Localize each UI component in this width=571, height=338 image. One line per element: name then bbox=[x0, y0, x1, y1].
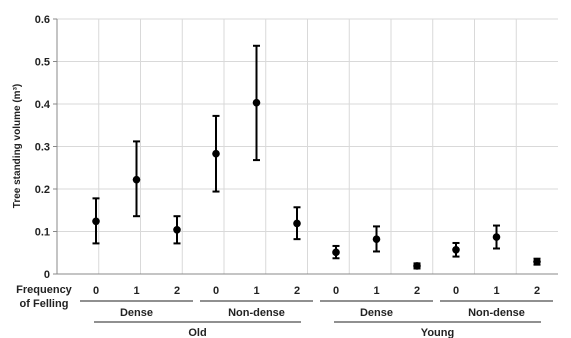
y-tick-label: 0.6 bbox=[35, 14, 50, 26]
y-tick-label: 0.4 bbox=[35, 99, 51, 111]
data-point bbox=[452, 245, 460, 254]
density-label: Dense bbox=[120, 307, 153, 319]
data-point bbox=[332, 248, 340, 257]
x-tick-label: 0 bbox=[93, 285, 99, 297]
x-tick-label: 2 bbox=[294, 285, 300, 297]
x-tick-label: 0 bbox=[333, 285, 339, 297]
data-point bbox=[212, 149, 220, 158]
data-point bbox=[492, 233, 501, 241]
y-tick-label: 0.5 bbox=[35, 57, 50, 69]
y-tick-label: 0 bbox=[44, 269, 50, 281]
x-tick-label: 1 bbox=[253, 285, 259, 297]
data-point bbox=[372, 235, 381, 243]
y-axis-label: Tree standing volume (m³) bbox=[12, 84, 23, 208]
x-tick-label: 2 bbox=[534, 285, 540, 297]
x-row-label-line2: of Felling bbox=[20, 298, 69, 310]
data-point bbox=[293, 219, 301, 228]
y-tick-label: 0.2 bbox=[35, 184, 50, 196]
x-tick-label: 0 bbox=[453, 285, 459, 297]
data-point bbox=[413, 262, 421, 270]
age-label: Old bbox=[188, 327, 206, 338]
x-tick-label: 1 bbox=[133, 285, 139, 297]
age-label: Young bbox=[421, 327, 454, 338]
data-point bbox=[252, 98, 261, 107]
x-tick-label: 2 bbox=[414, 285, 420, 297]
data-point bbox=[533, 257, 541, 266]
y-tick-label: 0.1 bbox=[35, 227, 50, 239]
x-tick-label: 1 bbox=[493, 285, 499, 297]
data-point bbox=[173, 226, 181, 234]
data-point bbox=[92, 217, 100, 226]
x-tick-label: 2 bbox=[174, 285, 180, 297]
x-tick-label: 1 bbox=[373, 285, 379, 297]
y-tick-label: 0.3 bbox=[35, 142, 50, 154]
density-label: Non-dense bbox=[468, 307, 525, 319]
density-label: Non-dense bbox=[228, 307, 285, 319]
x-row-label-line1: Frequency bbox=[16, 284, 73, 296]
data-point bbox=[132, 175, 141, 184]
density-label: Dense bbox=[360, 307, 393, 319]
x-tick-label: 0 bbox=[213, 285, 219, 297]
